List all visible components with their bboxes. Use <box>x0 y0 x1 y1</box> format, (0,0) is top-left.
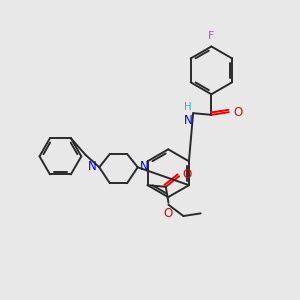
Text: O: O <box>164 207 173 220</box>
Text: H: H <box>184 102 192 112</box>
Text: F: F <box>208 31 214 40</box>
Text: N: N <box>140 160 149 173</box>
Text: N: N <box>183 115 192 128</box>
Text: N: N <box>88 160 97 173</box>
Text: O: O <box>233 106 242 119</box>
Text: O: O <box>182 168 192 182</box>
